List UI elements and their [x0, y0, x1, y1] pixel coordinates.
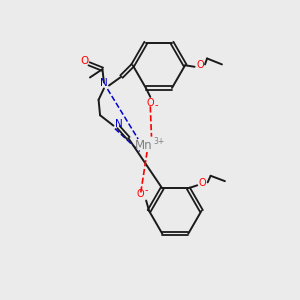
Text: 3+: 3+	[154, 137, 165, 146]
Text: O: O	[80, 56, 88, 66]
Text: O: O	[146, 98, 154, 108]
Text: O: O	[137, 189, 145, 199]
Text: N: N	[100, 78, 108, 88]
Text: Mn: Mn	[135, 139, 153, 152]
Text: -: -	[145, 185, 148, 195]
Text: N: N	[115, 119, 123, 129]
Text: -: -	[154, 100, 158, 110]
Text: O: O	[196, 60, 204, 70]
Text: O: O	[199, 178, 206, 188]
